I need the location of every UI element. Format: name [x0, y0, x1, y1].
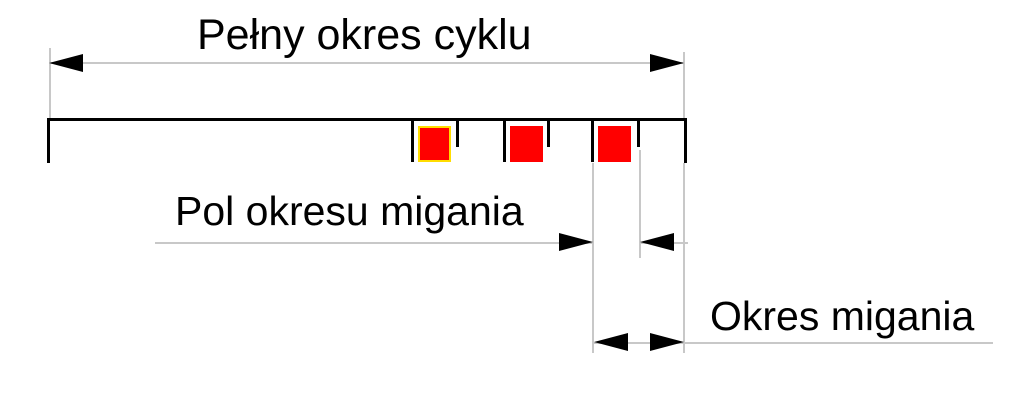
arrowhead-right-icon: [559, 233, 593, 251]
half-period-label: Pol okresu migania: [175, 188, 524, 234]
cycle-bar-left-end: [47, 118, 50, 163]
full-cycle-title: Pełny okres cyklu: [197, 11, 532, 59]
blink-pulse-square: [510, 126, 543, 162]
arrowhead-left-icon: [640, 233, 674, 251]
blink-pulse-square: [598, 126, 631, 162]
extension-line-pulse-end: [639, 150, 641, 258]
extension-line-bar-end: [683, 163, 685, 353]
extension-line-pulse-start: [592, 163, 594, 353]
pulse-end-tick: [637, 121, 640, 147]
extension-line-top-left: [49, 48, 51, 118]
pulse-start-tick: [591, 121, 594, 162]
blink-pulse-square-highlighted: [418, 126, 451, 162]
arrowhead-right-icon: [650, 333, 684, 351]
pulse-start-tick: [503, 121, 506, 162]
pulse-end-tick: [456, 121, 459, 147]
extension-line-top-right: [683, 52, 685, 118]
blink-period-dimension-line: [594, 342, 993, 344]
arrowhead-left-icon: [594, 333, 628, 351]
half-period-leader-left: [155, 242, 593, 244]
cycle-bar-top-line: [47, 118, 687, 121]
arrowhead-right-icon: [650, 54, 684, 72]
blink-period-label: Okres migania: [710, 293, 975, 339]
cycle-bar-right-end: [684, 118, 687, 163]
full-cycle-dimension-line: [49, 62, 684, 64]
pulse-end-tick: [547, 121, 550, 147]
pulse-start-tick: [411, 121, 414, 162]
arrowhead-left-icon: [49, 54, 83, 72]
